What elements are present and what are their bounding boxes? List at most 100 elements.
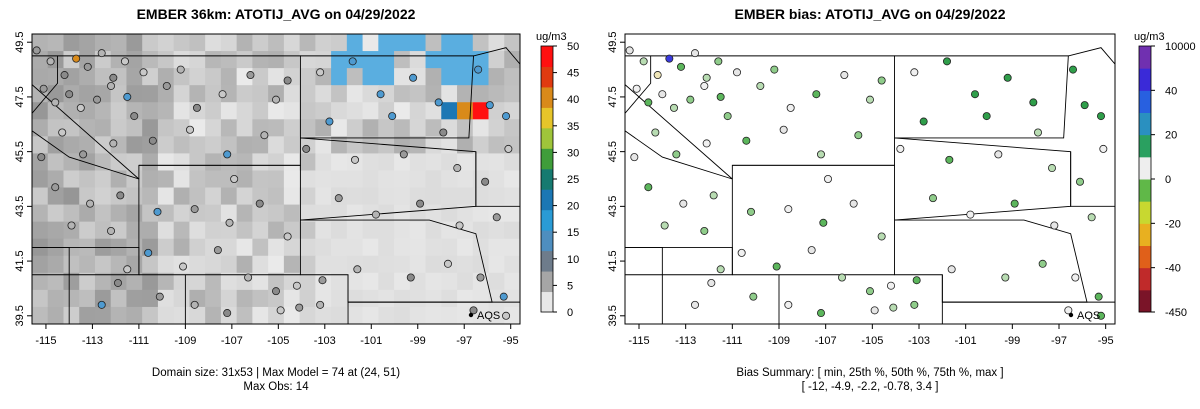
field-cell	[157, 170, 175, 189]
field-cell	[346, 136, 364, 155]
field-cell	[252, 204, 269, 223]
station-marker	[255, 199, 264, 208]
field-cell	[315, 153, 332, 172]
aqs-legend: AQS	[468, 310, 500, 322]
field-cell	[268, 51, 285, 69]
field-cell	[79, 34, 96, 52]
station-marker	[176, 65, 185, 74]
field-cell	[488, 68, 505, 86]
colorbar-swatch	[541, 209, 553, 231]
x-axis-ticks: -115 -113 -111 -109 -107 -105 -103 -101 -99 -97 -9…	[35, 324, 519, 347]
station-marker	[230, 174, 239, 183]
station-marker	[58, 128, 67, 137]
station-marker	[912, 276, 921, 285]
field-cell	[205, 306, 222, 324]
field-cell	[409, 204, 427, 223]
field-cell	[472, 255, 490, 274]
monitor-stations	[32, 46, 513, 320]
field-cell	[157, 51, 175, 69]
station-marker	[679, 199, 688, 208]
station-marker	[295, 303, 304, 312]
station-marker	[691, 300, 700, 309]
colorbar-swatch	[541, 291, 553, 313]
station-marker	[644, 183, 653, 192]
station-marker	[97, 49, 106, 58]
colorbar-swatch	[1139, 90, 1151, 113]
station-marker	[840, 71, 849, 80]
station-marker	[677, 62, 686, 71]
field-cell	[425, 187, 442, 206]
station-marker	[474, 65, 483, 74]
station-marker	[502, 311, 511, 320]
state-border	[625, 55, 733, 180]
field-cell	[268, 153, 285, 172]
field-cell	[47, 34, 65, 52]
field-cell	[472, 34, 490, 52]
field-cell	[394, 306, 411, 324]
field-cell	[457, 51, 474, 69]
field-cell	[378, 68, 395, 86]
station-marker	[46, 57, 55, 66]
field-cell	[157, 221, 175, 240]
field-cell	[331, 85, 348, 103]
station-marker	[1080, 101, 1089, 110]
colorbar-unit: ug/m3	[536, 31, 567, 43]
field-cell	[457, 102, 473, 120]
field-cell	[346, 68, 364, 86]
field-cell	[79, 272, 96, 291]
aqs-label: AQS	[1077, 310, 1100, 322]
station-marker	[756, 81, 765, 90]
field-cell	[457, 187, 474, 206]
station-marker	[485, 101, 494, 110]
concentration-field	[32, 34, 520, 324]
colorbar-tick-label: 10000	[1165, 41, 1196, 53]
colorbar-swatch	[541, 189, 553, 211]
field-cell	[126, 119, 143, 137]
field-cell	[472, 85, 490, 103]
colorbar: 10000 40 20 0 -20 -40 -450	[1138, 41, 1196, 319]
x-tick-label: -109	[768, 335, 790, 347]
station-marker	[966, 210, 975, 219]
field-cell	[47, 204, 65, 223]
colorbar-tick-label: 15	[567, 227, 579, 239]
field-cell	[331, 34, 348, 52]
field-cell	[126, 34, 143, 52]
station-marker	[325, 117, 334, 126]
station-marker	[1069, 65, 1078, 74]
field-cell	[126, 221, 143, 240]
colorbar: 0 5 10 15 20 25 30 35 40 45 50	[540, 41, 579, 319]
field-cell	[409, 34, 427, 52]
field-cell	[47, 272, 65, 291]
field-cell	[488, 255, 505, 274]
field-cell	[299, 187, 316, 206]
station-marker	[910, 300, 919, 309]
field-cell	[79, 221, 96, 240]
field-cell	[488, 238, 505, 257]
field-cell	[142, 187, 159, 206]
station-marker	[770, 65, 779, 74]
station-marker	[32, 46, 41, 55]
field-cell	[236, 51, 253, 69]
station-marker	[779, 125, 788, 134]
field-cell	[504, 153, 520, 172]
station-marker	[244, 273, 253, 282]
station-marker	[51, 98, 60, 107]
field-cell	[378, 306, 395, 324]
colorbar-swatch	[1139, 289, 1151, 313]
field-cell	[331, 51, 348, 69]
field-cell	[220, 68, 238, 86]
field-cell	[126, 68, 143, 86]
field-cell	[331, 204, 348, 223]
station-marker	[155, 292, 164, 301]
station-marker	[116, 191, 125, 200]
field-cell	[299, 221, 316, 240]
station-marker	[351, 155, 360, 164]
station-marker	[504, 144, 513, 153]
field-cell	[236, 170, 253, 189]
field-cell	[378, 85, 395, 103]
field-cell	[441, 238, 458, 257]
station-marker	[1094, 292, 1103, 301]
field-cell	[299, 238, 316, 257]
field-cell	[94, 221, 112, 240]
field-cell	[488, 51, 505, 69]
